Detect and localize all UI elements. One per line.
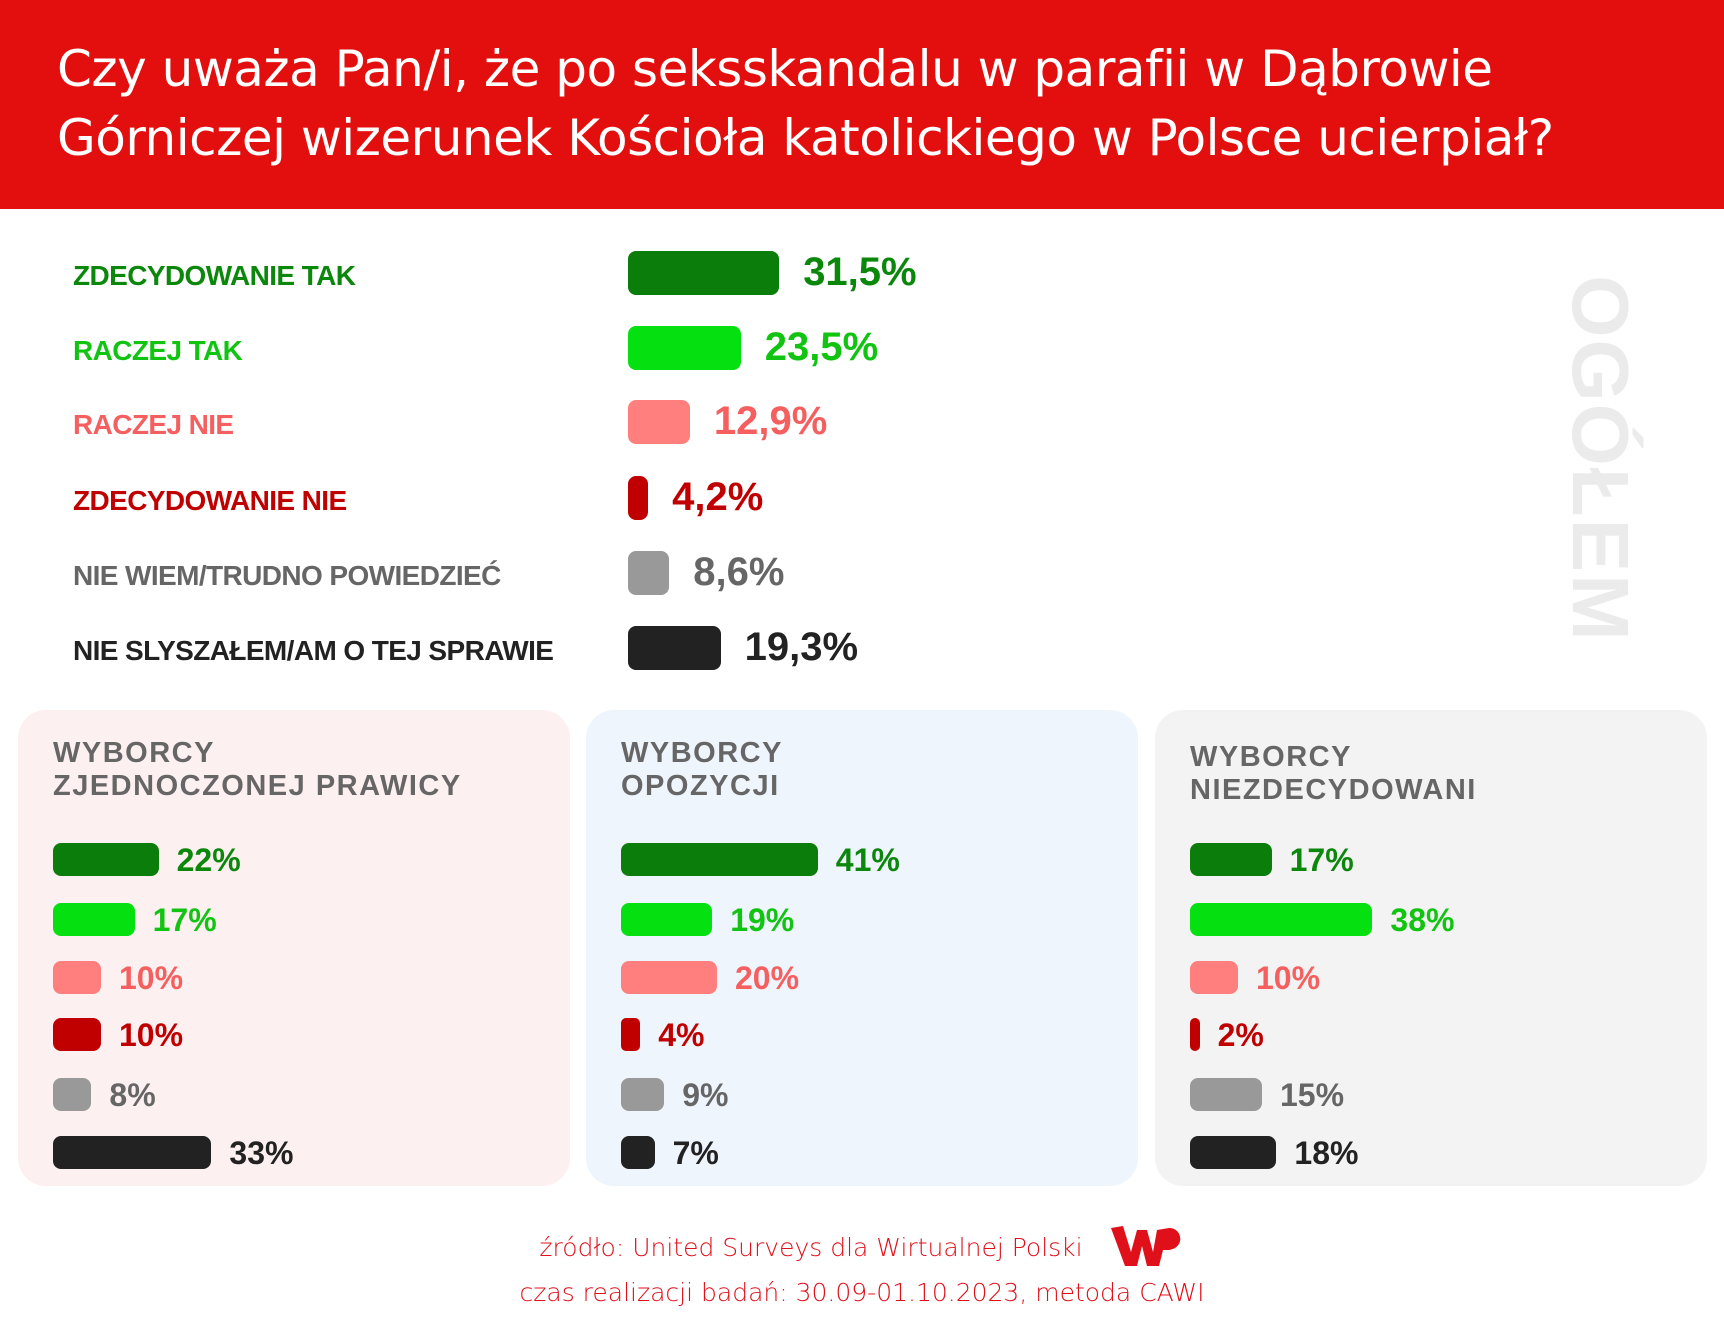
panel-bar bbox=[53, 1018, 101, 1051]
category-label: ZDECYDOWANIE TAK bbox=[73, 260, 356, 291]
panel-value-label: 7% bbox=[672, 1135, 719, 1171]
panel-row: 18% bbox=[1190, 1132, 1690, 1172]
panel-row: 9% bbox=[621, 1074, 1121, 1114]
panel-row: 8% bbox=[53, 1074, 553, 1114]
panel-row: 10% bbox=[53, 1014, 553, 1054]
panel-row: 2% bbox=[1190, 1014, 1690, 1054]
overall-row: ZDECYDOWANIE TAK 31,5% bbox=[0, 248, 1400, 298]
panel-value-label: 22% bbox=[176, 842, 241, 878]
panel-value-label: 15% bbox=[1280, 1077, 1345, 1113]
panel-row: 38% bbox=[1190, 899, 1690, 939]
panel-row: 10% bbox=[1190, 957, 1690, 997]
panel-bar bbox=[53, 961, 101, 994]
panel-title-line: WYBORCY bbox=[1190, 741, 1352, 773]
panel-value-label: 41% bbox=[835, 842, 900, 878]
panel-row: 4% bbox=[621, 1014, 1121, 1054]
panel-bar bbox=[53, 843, 159, 876]
panel-value-label: 20% bbox=[735, 960, 800, 996]
panel-value-label: 8% bbox=[109, 1077, 156, 1113]
overall-row: RACZEJ TAK 23,5% bbox=[0, 323, 1400, 373]
category-label: ZDECYDOWANIE NIE bbox=[73, 485, 347, 516]
panel-row: 15% bbox=[1190, 1074, 1690, 1114]
category-label: RACZEJ NIE bbox=[73, 409, 234, 440]
method-line: czas realizacji badań: 30.09-01.10.2023,… bbox=[519, 1278, 1205, 1307]
panel-row: 41% bbox=[621, 839, 1121, 879]
panel-title-line: OPOZYCJI bbox=[621, 770, 780, 802]
panel-row: 22% bbox=[53, 839, 553, 879]
panel-bar bbox=[621, 1136, 655, 1169]
overall-value-label: 12,9% bbox=[713, 399, 828, 443]
panel-bar bbox=[621, 843, 818, 876]
overall-value-label: 23,5% bbox=[764, 325, 879, 369]
panel-title: WYBORCY OPOZYCJI bbox=[621, 737, 783, 803]
voter-group-panel: WYBORCY NIEZDECYDOWANI 17% 38% 10% 2% 15% 18% bbox=[1155, 710, 1707, 1186]
overall-row: NIE WIEM/TRUDNO POWIEDZIEĆ 8,6% bbox=[0, 548, 1400, 598]
wp-logo bbox=[1109, 1222, 1185, 1276]
category-label: NIE WIEM/TRUDNO POWIEDZIEĆ bbox=[73, 560, 501, 591]
panel-value-label: 18% bbox=[1294, 1135, 1359, 1171]
panel-bar bbox=[1190, 1136, 1277, 1169]
overall-value-label: 31,5% bbox=[803, 250, 917, 294]
panel-bar bbox=[1190, 843, 1272, 876]
panel-row: 19% bbox=[621, 899, 1121, 939]
overall-label-text: OGÓŁEM bbox=[1556, 275, 1645, 643]
panel-bar bbox=[53, 903, 135, 936]
overall-row: ZDECYDOWANIE NIE 4,2% bbox=[0, 473, 1400, 523]
panel-value-label: 17% bbox=[152, 902, 217, 938]
overall-value-label: 19,3% bbox=[744, 625, 859, 669]
category-label: RACZEJ TAK bbox=[73, 335, 243, 366]
overall-bar bbox=[628, 626, 721, 670]
panel-bar bbox=[53, 1136, 212, 1169]
panel-title: WYBORCY ZJEDNOCZONEJ PRAWICY bbox=[53, 737, 462, 803]
overall-bar bbox=[628, 476, 649, 520]
panel-value-label: 10% bbox=[119, 960, 184, 996]
panel-row: 20% bbox=[621, 957, 1121, 997]
panel-value-label: 4% bbox=[658, 1017, 705, 1053]
overall-bar bbox=[628, 400, 690, 444]
overall-side-label: OGÓŁEM bbox=[1550, 264, 1650, 654]
overall-value-label: 8,6% bbox=[693, 550, 785, 594]
overall-bar bbox=[628, 326, 741, 370]
panel-value-label: 38% bbox=[1390, 902, 1455, 938]
panel-bar bbox=[1190, 1018, 1200, 1051]
panel-value-label: 17% bbox=[1289, 842, 1354, 878]
overall-row: RACZEJ NIE 12,9% bbox=[0, 397, 1400, 447]
panel-bar bbox=[53, 1078, 92, 1111]
overall-bar bbox=[628, 251, 780, 295]
panel-title-line: WYBORCY bbox=[621, 737, 783, 769]
voter-group-panel: WYBORCY ZJEDNOCZONEJ PRAWICY 22% 17% 10% 10% 8… bbox=[18, 710, 570, 1186]
panel-bar bbox=[621, 1018, 641, 1051]
panel-row: 7% bbox=[621, 1132, 1121, 1172]
overall-value-label: 4,2% bbox=[672, 475, 764, 519]
panel-value-label: 2% bbox=[1217, 1017, 1264, 1053]
source-line: źródło: United Surveys dla Wirtualnej Po… bbox=[0, 1222, 1724, 1276]
panel-bar bbox=[621, 1078, 665, 1111]
panel-bar bbox=[621, 961, 717, 994]
panel-value-label: 10% bbox=[119, 1017, 184, 1053]
panel-bar bbox=[1190, 903, 1373, 936]
panel-bar bbox=[1190, 1078, 1262, 1111]
panel-title-line: ZJEDNOCZONEJ PRAWICY bbox=[53, 770, 462, 802]
panel-title: WYBORCY NIEZDECYDOWANI bbox=[1190, 741, 1477, 807]
panel-value-label: 10% bbox=[1256, 960, 1321, 996]
voter-group-panel: WYBORCY OPOZYCJI 41% 19% 20% 4% 9% 7% bbox=[586, 710, 1138, 1186]
panel-bar bbox=[1190, 961, 1238, 994]
panel-row: 17% bbox=[53, 899, 553, 939]
category-label: NIE SLYSZAŁEM/AM O TEJ SPRAWIE bbox=[73, 635, 554, 666]
panel-value-label: 19% bbox=[730, 902, 795, 938]
panel-title-line: NIEZDECYDOWANI bbox=[1190, 774, 1477, 806]
title-line-2: Górniczej wizerunek Kościoła katolickieg… bbox=[57, 109, 1554, 167]
overall-bar bbox=[628, 551, 670, 595]
panel-value-label: 33% bbox=[229, 1135, 294, 1171]
panel-row: 10% bbox=[53, 957, 553, 997]
source-text: źródło: United Surveys dla Wirtualnej Po… bbox=[539, 1233, 1083, 1262]
title-line-1: Czy uważa Pan/i, że po seksskandalu w pa… bbox=[57, 40, 1493, 98]
panel-bar bbox=[621, 903, 713, 936]
title-banner: Czy uważa Pan/i, że po seksskandalu w pa… bbox=[0, 0, 1724, 209]
overall-row: NIE SLYSZAŁEM/AM O TEJ SPRAWIE 19,3% bbox=[0, 623, 1400, 673]
panel-row: 17% bbox=[1190, 839, 1690, 879]
panel-value-label: 9% bbox=[682, 1077, 729, 1113]
panel-row: 33% bbox=[53, 1132, 553, 1172]
panel-title-line: WYBORCY bbox=[53, 737, 215, 769]
